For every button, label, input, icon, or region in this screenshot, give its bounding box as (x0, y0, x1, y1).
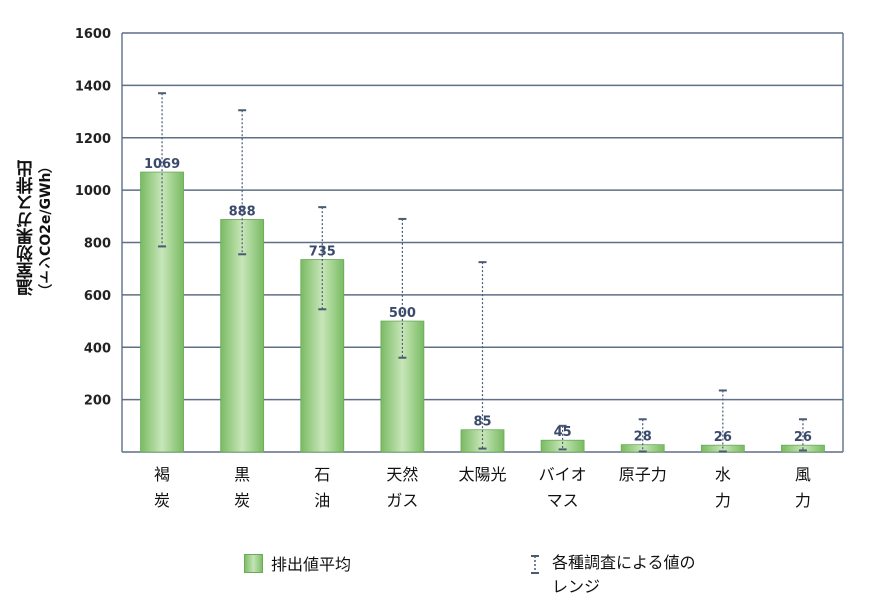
y-axis-ticks: 200 400 600 800 1000 1200 1400 1600 (75, 27, 111, 409)
y-tick-label: 600 (84, 289, 111, 304)
x-tick-label: 力 (795, 491, 811, 510)
y-tick-label: 1000 (75, 184, 111, 199)
y-tick-label: 1200 (75, 132, 111, 147)
bars (140, 171, 825, 453)
x-tick-label: 炭 (154, 491, 170, 510)
legend-errorbar-icon (531, 555, 539, 574)
data-label: 28 (634, 430, 652, 445)
data-labels: 1069 888 735 500 85 45 28 26 26 (144, 157, 812, 445)
data-label: 888 (229, 204, 256, 219)
x-tick-label: マス (547, 491, 579, 510)
y-tick-label: 200 (84, 394, 111, 409)
data-label: 26 (714, 430, 732, 445)
y-axis-label: 温室効果ガス排出 （トンCO2e/GWh） (4, 98, 64, 358)
x-tick-label: 力 (715, 491, 731, 510)
bar (460, 429, 505, 453)
error-bars (158, 92, 807, 453)
legend-range-label-line1: 各種調査による値の (552, 553, 696, 572)
y-tick-label: 1400 (75, 79, 111, 94)
y-axis-label-line2: （トンCO2e/GWh） (38, 158, 54, 298)
x-tick-label: 太陽光 (458, 465, 506, 484)
x-tick-label: 風 (795, 465, 811, 484)
data-label: 1069 (144, 157, 180, 172)
x-tick-label: バイオ (539, 465, 587, 484)
x-tick-label: 炭 (234, 491, 250, 510)
y-tick-label: 1600 (75, 27, 111, 42)
x-tick-label: 原子力 (619, 465, 667, 484)
legend-average: 排出値平均 (244, 551, 351, 575)
data-label: 26 (794, 430, 812, 445)
data-label: 45 (554, 425, 572, 440)
x-tick-label: 天然 (386, 465, 418, 484)
x-tick-label: 油 (314, 491, 330, 510)
legend-bar-swatch (244, 553, 263, 573)
bar (220, 219, 265, 453)
x-tick-label: 石 (314, 465, 330, 484)
legend-average-label: 排出値平均 (271, 555, 352, 574)
data-label: 85 (473, 415, 491, 430)
x-tick-label: 黒 (234, 465, 250, 484)
x-tick-label: ガス (386, 491, 418, 510)
x-tick-label: 褐 (154, 465, 170, 484)
data-label: 735 (309, 245, 336, 260)
y-tick-label: 400 (84, 341, 111, 356)
x-tick-label: 水 (715, 465, 731, 484)
bar (380, 320, 425, 453)
data-label: 500 (389, 306, 416, 321)
y-tick-label: 800 (84, 237, 111, 252)
legend-range-label-line2: レンジ (552, 577, 601, 596)
